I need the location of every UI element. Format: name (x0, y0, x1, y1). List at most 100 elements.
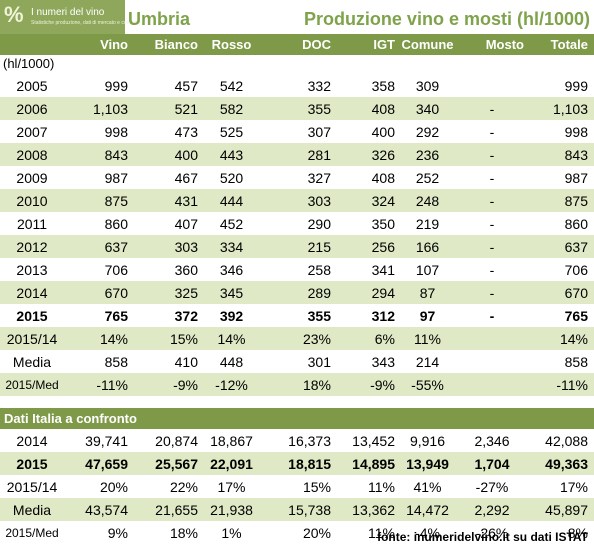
table-cell: 22% (169, 478, 198, 495)
table-row: 2010 875 431 444 303 324 248 - 875 (0, 189, 594, 212)
table-row: 2014 39,741 20,874 18,867 16,373 13,452 9,916 2… (0, 429, 594, 452)
table-cell: - (489, 238, 495, 255)
site-logo: % I numeri del vino Statistiche produzio… (0, 0, 142, 34)
table-cell: 17% (217, 478, 246, 495)
table-cell: 21,938 (210, 501, 253, 518)
table-row: 2015 47,659 25,567 22,091 18,815 14,895 13,949… (0, 452, 594, 475)
table-cell: 23% (302, 330, 331, 347)
table-cell: - (489, 169, 495, 186)
table-cell: 457 (174, 77, 198, 94)
percent-logo-icon: % (4, 2, 24, 27)
table-row: 2015/Med -11% -9% -12% 18% -9% -55% -11% (0, 373, 594, 396)
row-label: 2014 (16, 432, 48, 449)
table-cell: 765 (104, 307, 128, 324)
row-label: 2015 (16, 455, 48, 472)
table-cell: 332 (307, 77, 331, 94)
row-label: 2015/14 (6, 330, 58, 347)
table-cell: 345 (219, 284, 244, 301)
table-cell: 987 (564, 169, 588, 186)
table-cell: 343 (371, 353, 395, 370)
table-cell: -11% (96, 376, 128, 393)
table-cell: 400 (174, 146, 198, 163)
source-footer: fonte: inumeridelvino.it su dati ISTAT (377, 530, 588, 544)
table-cell: 47,659 (85, 455, 128, 472)
table-cell: 525 (219, 123, 244, 140)
col-header-igt: IGT (373, 37, 395, 52)
table-cell: 444 (219, 192, 244, 209)
table-cell: 858 (564, 353, 588, 370)
table-cell (460, 350, 524, 373)
table-cell: 999 (564, 77, 588, 94)
table-cell: 408 (371, 169, 395, 186)
table-cell: 20,874 (155, 432, 198, 449)
table-cell: 214 (415, 353, 440, 370)
table-row: 2015/14 14% 15% 14% 23% 6% 11% 14% (0, 327, 594, 350)
logo-name: I numeri del vino (31, 7, 105, 18)
table-cell: 248 (415, 192, 440, 209)
table-cell: 875 (564, 192, 588, 209)
table-cell: 542 (219, 77, 244, 94)
table-cell: 843 (564, 146, 588, 163)
table-cell: 301 (307, 353, 331, 370)
table-cell: 13,949 (406, 455, 449, 472)
table-cell: 998 (104, 123, 128, 140)
table-cell: 13,362 (352, 501, 395, 518)
table-cell: 17% (559, 478, 588, 495)
table-cell: 360 (174, 261, 198, 278)
table-cell: 14% (99, 330, 128, 347)
table-cell: 215 (307, 238, 331, 255)
table-cell: 8% (567, 524, 588, 541)
table-cell: 334 (219, 238, 244, 255)
table-cell: 410 (174, 353, 198, 370)
table-cell: 326 (371, 146, 395, 163)
table-cell: 97 (419, 307, 436, 324)
table-cell: 448 (219, 353, 244, 370)
table-cell: 2,292 (474, 501, 510, 518)
section-title: Dati Italia a confronto (4, 411, 137, 426)
table-cell: 843 (104, 146, 128, 163)
table-cell: 860 (564, 215, 588, 232)
table-cell: 1% (221, 524, 242, 541)
units-label: (hl/1000) (3, 56, 55, 71)
row-label: 2010 (16, 192, 48, 209)
table-row: Media 43,574 21,655 21,938 15,738 13,362 14,47… (0, 498, 594, 521)
table-cell: 341 (371, 261, 395, 278)
table-cell: 670 (104, 284, 128, 301)
table-row: 2011 860 407 452 290 350 219 - 860 (0, 212, 594, 235)
table-cell: 407 (174, 215, 198, 232)
table-cell: 41% (413, 478, 442, 495)
row-label: 2015 (16, 307, 48, 324)
table-cell: -26% (475, 524, 509, 541)
col-header-doc: DOC (302, 37, 331, 52)
table-cell: 303 (307, 192, 331, 209)
section-header: Dati Italia a confronto (0, 408, 594, 429)
table-row: 2015/Med 9% 18% 1% 20% 11% -4% -26% 8% (0, 521, 594, 544)
table-cell: 1,103 (92, 100, 128, 117)
table-cell: 309 (415, 77, 440, 94)
table-cell: 15,738 (288, 501, 331, 518)
table-cell: 670 (564, 284, 588, 301)
table-cell: 1,103 (552, 100, 588, 117)
table-row: 2015/14 20% 22% 17% 15% 11% 41% -27% 17% (0, 475, 594, 498)
table-cell: 20% (302, 524, 331, 541)
table-cell: 18% (302, 376, 331, 393)
table-cell: 13,452 (352, 432, 395, 449)
table-cell: -9% (173, 376, 198, 393)
table-row: Media 858 410 448 301 343 214 858 (0, 350, 594, 373)
row-label: 2015/Med (5, 525, 59, 540)
table-cell: 312 (371, 307, 395, 324)
row-label: 2011 (16, 215, 48, 232)
table-cell: 14,895 (352, 455, 395, 472)
table-cell: 637 (104, 238, 128, 255)
table-cell: 219 (415, 215, 440, 232)
region-title: Umbria (128, 9, 191, 29)
table-cell: 372 (174, 307, 198, 324)
table-cell: -9% (370, 376, 395, 393)
table-cell: 166 (415, 238, 440, 255)
table-cell: 443 (219, 146, 244, 163)
column-header-row: Vino Bianco Rosso DOC IGT Comune Mosto T… (0, 34, 594, 55)
table-cell: 765 (564, 307, 588, 324)
table-cell: 16,373 (288, 432, 331, 449)
table-cell: 392 (219, 307, 244, 324)
table-cell: 290 (307, 215, 331, 232)
